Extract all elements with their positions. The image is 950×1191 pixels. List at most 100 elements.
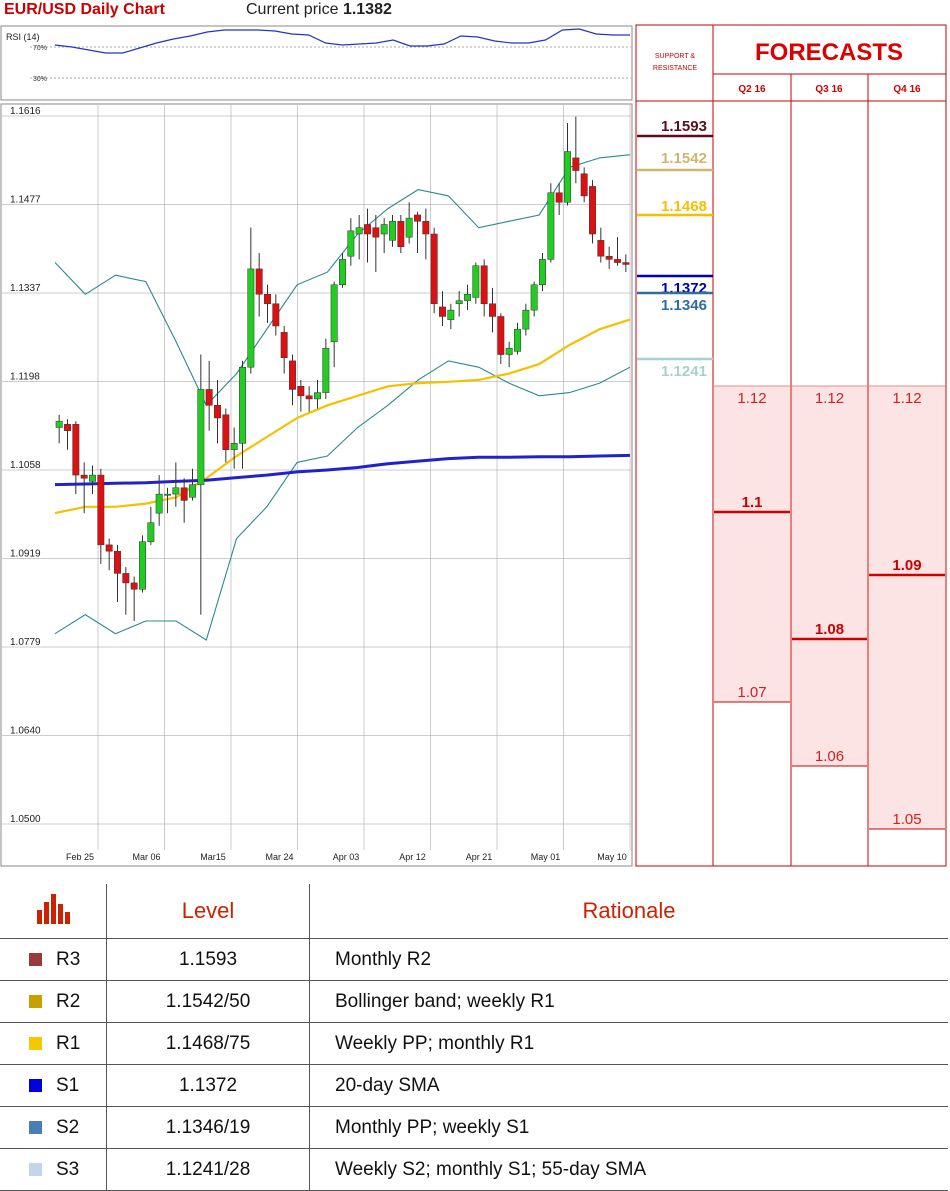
candle-body [347, 230, 355, 257]
candle-body [205, 389, 213, 406]
candle-body [105, 544, 113, 552]
candle-body [80, 474, 88, 479]
level-rationale: 20-day SMA [309, 1064, 948, 1107]
candle-body [364, 224, 371, 235]
x-tick-label: Mar15 [200, 852, 226, 862]
quarter-q4: Q4 16 [893, 84, 921, 95]
table-icon-cell [0, 884, 107, 939]
y-tick-label: 1.0640 [10, 726, 41, 737]
table-row: S3 1.1241/28 Weekly S2; monthly S1; 55-day… [0, 1148, 948, 1191]
candle-body [64, 424, 71, 431]
candle-body [72, 424, 80, 476]
candle-body [422, 221, 430, 235]
candle-body [472, 265, 480, 298]
level-rationale: Monthly R2 [309, 938, 948, 981]
candle-body [97, 474, 105, 546]
candle-body [114, 550, 121, 574]
candle-body [230, 443, 238, 450]
level-name-cell: R3 [0, 938, 107, 981]
candle-body [489, 303, 496, 317]
candle-body [497, 316, 505, 355]
x-tick-label: Mar 06 [132, 852, 160, 862]
level-name-cell: R2 [0, 980, 107, 1023]
chart-title: EUR/USD Daily Chart [4, 1, 165, 18]
candle-body [547, 192, 555, 260]
bollinger-lower-line [54, 360, 631, 641]
sma55-line [54, 318, 631, 515]
level-rationale: Weekly PP; monthly R1 [309, 1022, 948, 1065]
table-row: R1 1.1468/75 Weekly PP; monthly R1 [0, 1022, 948, 1065]
level-rationale: Bollinger band; weekly R1 [309, 980, 948, 1023]
candle-body [455, 300, 463, 305]
level-rationale: Monthly PP; weekly S1 [309, 1106, 948, 1149]
forecast-panel: SUPPORT & RESISTANCE FORECASTS Q2 16 Q3 … [635, 24, 947, 867]
candle-body [214, 405, 221, 419]
forecast-mid-value: 1.09 [892, 557, 921, 574]
sr-level-value: 1.1468 [661, 198, 707, 215]
y-tick-label: 1.0779 [10, 637, 41, 648]
candle-body [247, 268, 255, 368]
level-color-swatch [29, 1078, 42, 1092]
rsi-line [54, 28, 630, 54]
candle-body [439, 306, 446, 317]
table-row: S1 1.1372 20-day SMA [0, 1064, 948, 1107]
level-name: S1 [56, 1074, 80, 1096]
candle-body [414, 214, 421, 222]
y-tick-label: 1.1198 [10, 372, 40, 383]
forecast-mid-value: 1.08 [815, 621, 844, 638]
y-tick-label: 1.1058 [10, 460, 41, 471]
rsi-panel: RSI (14) 70% 30% [0, 25, 633, 101]
sr-level-value: 1.1241 [661, 363, 707, 380]
forecast-ranges: 1.12 1.1 1.07 1.12 1.08 1.06 1.12 1.09 1.05 [714, 385, 945, 830]
forecast-mid-value: 1.1 [742, 494, 763, 511]
candle-body [530, 284, 538, 311]
candle-body [380, 224, 388, 235]
candle-body [139, 541, 146, 590]
level-name-cell: S2 [0, 1106, 107, 1149]
indicator-lines [54, 154, 631, 641]
table-row: R2 1.1542/50 Bollinger band; weekly R1 [0, 980, 948, 1023]
support-title-2: RESISTANCE [653, 65, 698, 72]
candle-body [272, 303, 280, 327]
forecast-low-value: 1.07 [737, 684, 766, 701]
candle-body [372, 227, 380, 238]
current-price: Current price 1.1382 [246, 1, 392, 19]
candle-body [147, 522, 155, 542]
level-name: R2 [56, 990, 81, 1012]
header-rationale: Rationale [309, 884, 948, 939]
forecast-high-value: 1.12 [892, 390, 921, 407]
level-name: S3 [56, 1158, 80, 1180]
y-tick-label: 1.0919 [10, 549, 41, 560]
y-tick-label: 1.1616 [10, 106, 41, 117]
candle-body [580, 173, 588, 197]
y-tick-label: 1.1477 [10, 195, 41, 206]
price-value: 1.1382 [342, 1, 392, 18]
sr-level-value: 1.1542 [661, 150, 707, 167]
sma200-line [54, 453, 631, 487]
level-value: 1.1593 [106, 938, 310, 981]
rsi-level-70: 70% [33, 45, 47, 52]
candle-body [405, 217, 413, 238]
y-tick-label: 1.0500 [10, 814, 41, 825]
quarter-q2: Q2 16 [738, 84, 766, 95]
x-tick-label: May 01 [531, 852, 561, 862]
bar-chart-icon [37, 894, 70, 924]
y-tick-label: 1.1337 [10, 283, 41, 294]
candle-body [305, 395, 313, 400]
candle-body [355, 227, 363, 235]
quarter-q3: Q3 16 [815, 84, 843, 95]
x-axis: Feb 25 Mar 06 Mar15 Mar 24 Apr 03 Apr 12 Apr 2… [66, 852, 627, 862]
candle-body [330, 284, 338, 343]
candle-body [197, 389, 205, 485]
forecast-range-box [714, 386, 790, 702]
rsi-label: RSI (14) [6, 32, 40, 42]
level-value: 1.1468/75 [106, 1022, 310, 1065]
x-tick-label: Apr 12 [399, 852, 426, 862]
candle-body [589, 186, 596, 235]
forecast-title: FORECASTS [755, 39, 903, 66]
level-color-swatch [29, 952, 42, 966]
candle-body [130, 582, 138, 590]
candle-body [222, 414, 230, 450]
candle-body [239, 366, 246, 444]
